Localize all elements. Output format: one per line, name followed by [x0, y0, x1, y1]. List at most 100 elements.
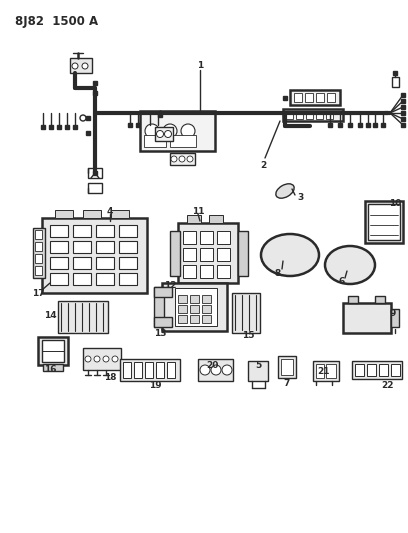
Text: 2: 2: [260, 160, 266, 169]
Bar: [156, 123, 160, 127]
Circle shape: [171, 156, 177, 162]
Bar: [187, 215, 201, 223]
Bar: [73, 241, 91, 253]
Bar: [170, 231, 180, 276]
Bar: [88, 183, 102, 193]
Text: 9: 9: [390, 309, 396, 318]
Bar: [217, 265, 230, 278]
Bar: [391, 309, 399, 327]
Bar: [119, 241, 137, 253]
Bar: [83, 210, 101, 218]
Bar: [316, 111, 323, 119]
Bar: [327, 93, 335, 102]
Bar: [167, 362, 175, 378]
Bar: [373, 123, 377, 127]
Text: 8J82  1500 A: 8J82 1500 A: [15, 15, 98, 28]
Bar: [401, 99, 405, 103]
Bar: [232, 293, 260, 333]
Bar: [96, 273, 114, 285]
Bar: [352, 361, 402, 379]
Bar: [93, 81, 97, 85]
Text: 3: 3: [297, 193, 303, 203]
Text: 6: 6: [339, 277, 345, 286]
Bar: [366, 123, 370, 127]
Bar: [238, 231, 248, 276]
Bar: [73, 257, 91, 269]
Bar: [316, 364, 324, 378]
Bar: [136, 123, 140, 127]
Circle shape: [112, 356, 118, 362]
Circle shape: [163, 124, 177, 138]
Bar: [365, 201, 403, 243]
Bar: [338, 123, 342, 127]
Bar: [296, 111, 303, 119]
Bar: [281, 359, 293, 375]
Bar: [209, 215, 223, 223]
Bar: [42, 218, 147, 293]
Bar: [183, 248, 196, 261]
Bar: [73, 225, 91, 237]
Bar: [375, 296, 385, 303]
Bar: [294, 93, 302, 102]
Bar: [305, 93, 313, 102]
Ellipse shape: [261, 234, 319, 276]
Bar: [306, 111, 313, 119]
Bar: [73, 125, 77, 129]
Bar: [35, 242, 42, 251]
Circle shape: [211, 365, 221, 375]
Bar: [38, 337, 68, 365]
Bar: [57, 125, 61, 129]
Text: 15: 15: [242, 330, 254, 340]
Bar: [401, 123, 405, 127]
Bar: [93, 171, 97, 175]
Bar: [283, 113, 287, 117]
Bar: [313, 361, 339, 381]
Bar: [217, 231, 230, 244]
Bar: [178, 223, 238, 283]
Bar: [119, 273, 137, 285]
Bar: [162, 283, 227, 331]
Circle shape: [179, 156, 185, 162]
Circle shape: [181, 124, 195, 138]
Bar: [283, 96, 287, 100]
Bar: [202, 305, 211, 313]
Bar: [348, 123, 352, 127]
Bar: [158, 113, 162, 117]
Bar: [145, 362, 153, 378]
Text: 17: 17: [32, 288, 44, 297]
Bar: [111, 210, 129, 218]
Circle shape: [82, 63, 88, 69]
Bar: [401, 105, 405, 109]
Circle shape: [80, 115, 86, 121]
Bar: [381, 123, 385, 127]
Bar: [35, 230, 42, 239]
Bar: [41, 125, 45, 129]
Bar: [140, 111, 215, 151]
Bar: [35, 266, 42, 275]
Bar: [278, 356, 296, 378]
Bar: [326, 364, 336, 378]
Circle shape: [94, 356, 100, 362]
Bar: [286, 111, 293, 119]
Text: 7: 7: [284, 378, 290, 387]
Bar: [248, 361, 268, 381]
Bar: [343, 303, 391, 333]
Bar: [217, 248, 230, 261]
Bar: [368, 204, 400, 240]
Bar: [326, 111, 333, 119]
Bar: [391, 364, 400, 376]
Text: 16: 16: [44, 366, 56, 375]
Bar: [128, 123, 132, 127]
Bar: [290, 90, 340, 105]
Bar: [316, 93, 324, 102]
Circle shape: [103, 356, 109, 362]
Bar: [155, 127, 173, 141]
Circle shape: [187, 156, 193, 162]
Circle shape: [200, 365, 210, 375]
Bar: [170, 135, 196, 147]
Text: 4: 4: [107, 206, 113, 215]
Bar: [202, 315, 211, 323]
Bar: [65, 125, 69, 129]
Bar: [190, 295, 199, 303]
Bar: [379, 364, 388, 376]
